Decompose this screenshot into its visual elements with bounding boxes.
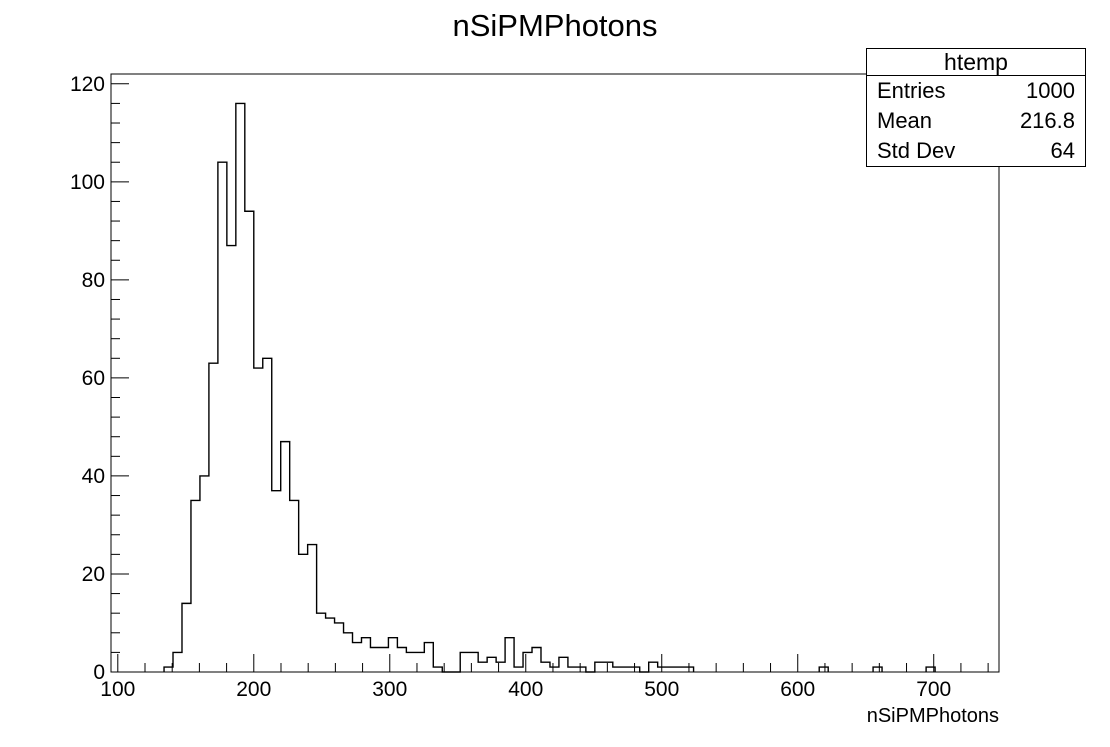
- x-tick-label: 200: [236, 678, 271, 701]
- plot-frame: [110, 73, 1000, 673]
- x-tick-label: 300: [372, 678, 407, 701]
- x-tick-label: 400: [508, 678, 543, 701]
- y-tick-label: 120: [70, 73, 105, 96]
- stats-label: Entries: [877, 78, 946, 103]
- stats-value: 1000: [1026, 78, 1075, 103]
- stats-value: 64: [1050, 138, 1075, 163]
- stats-row-mean: Mean 216.8: [867, 106, 1085, 136]
- stats-box: htemp Entries 1000 Mean 216.8 Std Dev 64: [866, 48, 1086, 167]
- stats-label: Mean: [877, 108, 933, 133]
- stats-row-stddev: Std Dev 64: [867, 136, 1085, 166]
- x-tick-label: 700: [916, 678, 951, 701]
- y-tick-label: 40: [82, 465, 105, 488]
- axis-ticks: [111, 83, 989, 673]
- x-axis-title: nSiPMPhotons: [867, 705, 999, 727]
- x-tick-label: 600: [780, 678, 815, 701]
- x-tick-label: 100: [100, 678, 135, 701]
- y-tick-label: 20: [82, 563, 105, 586]
- chart-title: nSiPMPhotons: [452, 8, 658, 43]
- histogram-outline: [163, 102, 936, 673]
- axis-tick-labels: 100 200 300 400 500 600 700 0 20 40 60 80 100 120: [70, 73, 951, 701]
- y-tick-label: 60: [82, 367, 105, 390]
- stats-row-entries: Entries 1000: [867, 76, 1085, 106]
- stats-label: Std Dev: [877, 138, 956, 163]
- stats-title: htemp: [867, 49, 1085, 76]
- y-tick-label: 0: [93, 661, 105, 684]
- y-tick-label: 80: [82, 269, 105, 292]
- y-tick-label: 100: [70, 171, 105, 194]
- x-tick-label: 500: [644, 678, 679, 701]
- stats-value: 216.8: [1019, 108, 1075, 133]
